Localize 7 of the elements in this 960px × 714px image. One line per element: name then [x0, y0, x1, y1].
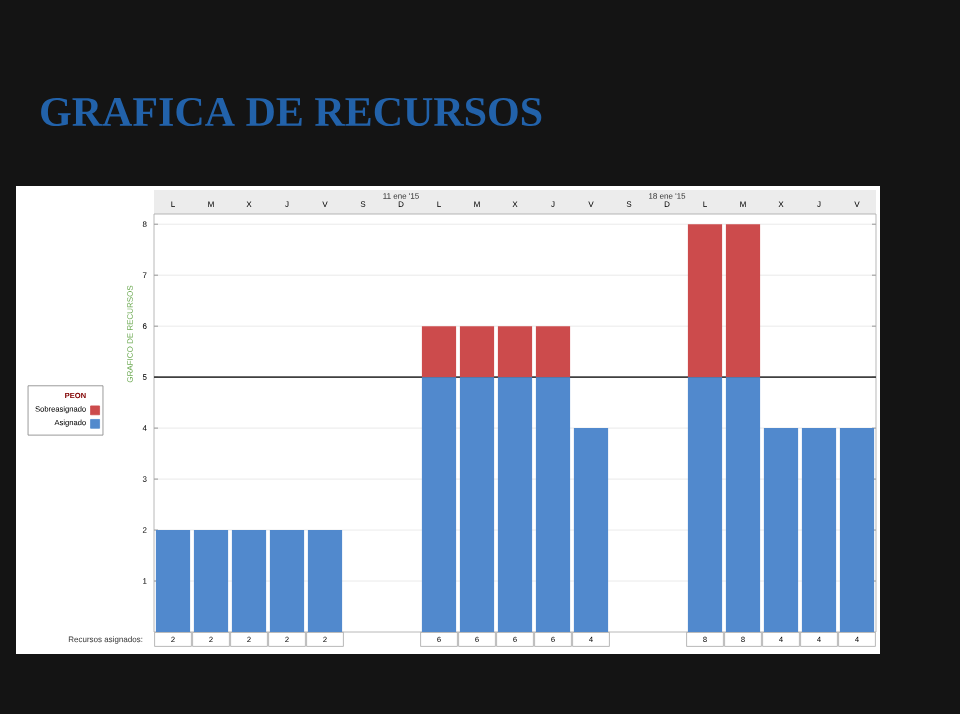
bar	[687, 224, 723, 378]
bar	[497, 326, 533, 378]
bar	[421, 326, 457, 378]
chart-title: GRAFICA DE RECURSOS	[41, 97, 542, 127]
bar	[725, 224, 761, 378]
bar	[459, 326, 495, 378]
bar	[535, 326, 571, 378]
